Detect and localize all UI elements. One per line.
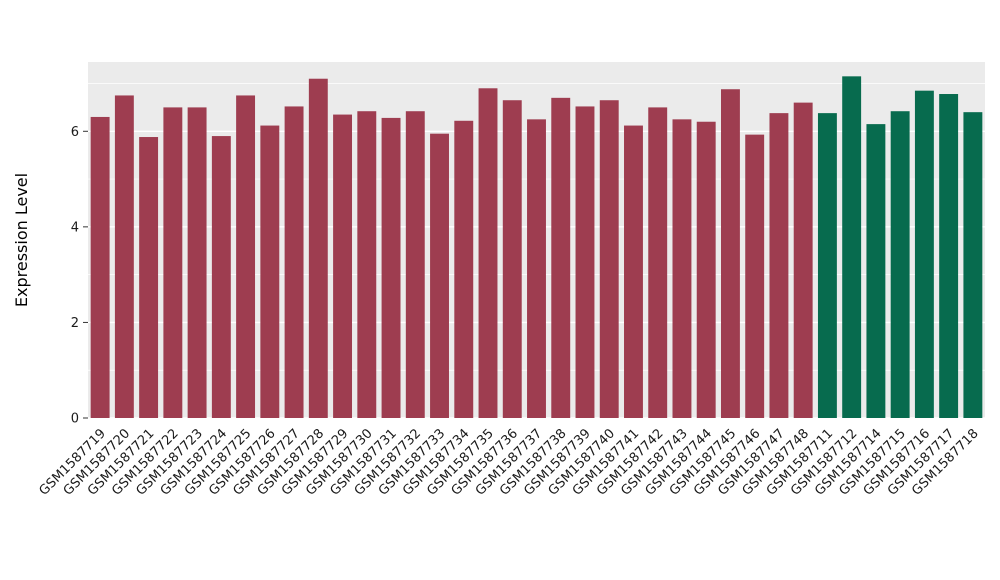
bar [624,125,643,419]
bar [454,120,474,418]
bar [114,95,134,419]
bar [890,111,910,419]
y-tick-label: 6 [71,125,79,140]
bar [745,134,765,419]
bar [696,121,716,419]
bar [939,94,959,418]
bar [308,78,328,419]
y-axis-title: Expression Level [12,173,31,307]
bar [914,90,934,418]
y-tick-label: 2 [71,316,79,331]
bar [527,119,546,418]
bar [575,106,595,418]
bar [284,106,304,418]
bar [333,114,353,419]
bar [648,107,668,419]
bar [817,113,837,419]
bar [842,76,862,418]
bar [405,111,425,419]
bar [357,111,377,419]
bar [599,100,619,419]
bar [866,124,886,419]
bar [430,133,449,418]
bar [187,107,207,419]
bar [769,113,789,419]
bar [502,100,522,419]
bar [963,112,983,418]
bar [793,102,813,419]
y-tick-label: 4 [71,220,79,235]
bar [163,107,183,419]
bar [551,97,571,418]
y-tick-label: 0 [71,412,79,427]
bar [236,95,256,419]
bar [260,125,280,419]
bar [90,116,110,419]
bar [672,119,692,418]
bar [211,136,231,418]
bar [381,117,401,418]
bar [139,137,159,418]
bar [478,88,498,419]
bar [720,89,740,419]
